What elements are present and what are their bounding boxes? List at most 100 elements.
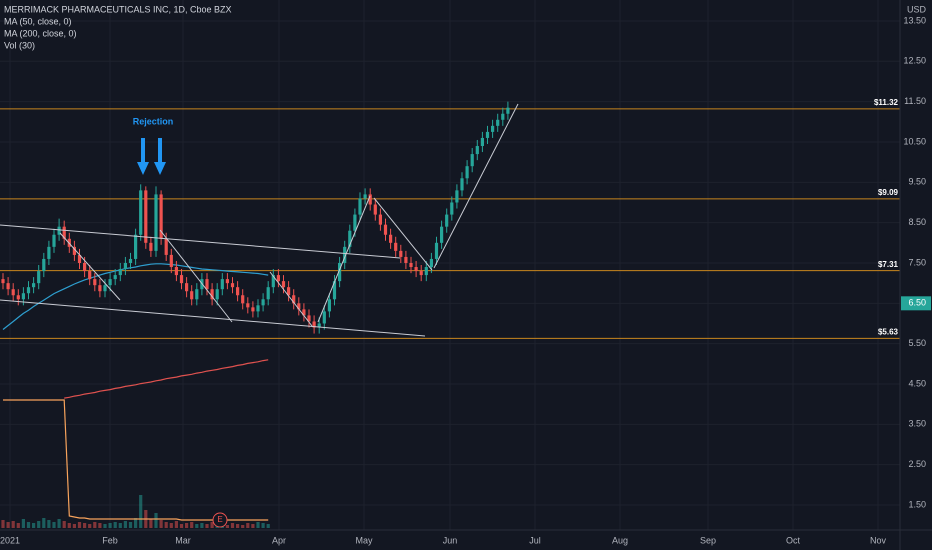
trend-line [59,232,121,301]
volume-bar [225,525,229,528]
y-tick-label: 4.50 [908,378,926,388]
candle-body [276,275,280,282]
volume-bar [210,522,214,528]
candle-body [174,267,178,276]
candle-body [139,190,143,235]
volume-bar [261,523,265,528]
earnings-icon [212,512,228,528]
x-tick-label: Mar [175,535,191,545]
candle-body [6,283,10,290]
volume-bar [57,519,61,528]
candle-body [215,289,219,300]
candle-body [440,226,444,243]
candle-body [368,194,372,205]
candle-body [434,242,439,259]
candle-body [42,258,46,272]
candle-body [16,295,20,300]
volume-bar [6,522,10,528]
candle-body [246,303,250,308]
candle-body [134,234,138,259]
volume-bar [164,522,168,528]
volume-bar [42,518,46,528]
y-tick-label: 2.50 [908,459,926,469]
volume-bar [149,519,153,528]
volume-bar [154,513,158,528]
candle-body [220,279,224,290]
arrow [154,138,166,175]
volume-bar [93,522,97,528]
candle-body [373,204,377,215]
candle-body [149,242,153,251]
candle-body [297,303,301,310]
candle-body [348,230,352,247]
volume-bar [52,522,56,528]
candle-body [317,323,321,328]
volume-bar [241,525,245,528]
candle-body [399,250,403,257]
candle-body [404,256,408,263]
candle-body [353,214,357,231]
y-tick-label: 1.50 [908,499,926,509]
candle-body [123,262,127,270]
candle-body [383,224,388,235]
candle-body [496,119,500,126]
candle-body [103,285,107,292]
volume-bar [88,524,92,528]
candle-body [47,246,51,259]
candle-body [343,246,347,263]
candle-body [358,198,362,215]
candle-body [113,275,117,280]
candle-body [225,279,229,284]
candle-body [26,287,31,294]
candle-body [455,190,459,203]
trend-line [317,195,371,323]
level-label: $9.09 [878,188,899,197]
volume-bar [236,524,240,528]
ma-line [2,263,269,330]
candle-body [190,291,194,300]
rejection-arrows [137,138,166,175]
candle-body [261,299,265,306]
volume-bar [83,523,87,528]
candle-body [144,190,148,243]
candle-body [419,271,423,276]
volume-bar [169,523,173,528]
volume-bar [195,524,199,528]
candle-body [241,295,245,304]
candle-body [251,307,255,312]
legend-entry: Vol (30) [4,40,35,50]
legend-entry: MA (200, close, 0) [4,28,77,38]
candle-body [164,238,168,255]
grid [0,0,900,530]
candle-body [271,275,275,288]
y-tick-label: 11.50 [904,96,926,106]
candle-body [424,267,428,276]
candle-body [93,279,97,286]
candle-body [332,281,337,300]
candle-body [230,283,235,288]
candle-body [88,271,92,280]
price-tag [901,296,931,311]
y-tick-label: 9.50 [908,177,926,187]
volume-bar [108,523,112,528]
y-tick-label: 8.50 [908,217,926,227]
candle-body [281,281,286,288]
volume-bar [103,524,107,528]
marks [0,101,900,528]
y-tick-label: 5.50 [908,338,926,348]
candle-body [159,194,163,239]
x-tick-label: Nov [870,535,887,545]
y-tick-label: 7.50 [908,257,926,267]
candle-body [460,178,464,191]
candle-body [302,309,306,316]
candle-body [72,246,76,255]
candle-body [485,131,490,138]
candle-body [470,154,474,167]
trend-line [433,103,519,269]
candle-body [465,166,469,179]
candle-body [292,295,296,304]
candle-body [32,283,36,288]
candle-body [62,226,66,239]
volume-bar [113,522,117,528]
x-tick-label: Aug [612,535,628,545]
